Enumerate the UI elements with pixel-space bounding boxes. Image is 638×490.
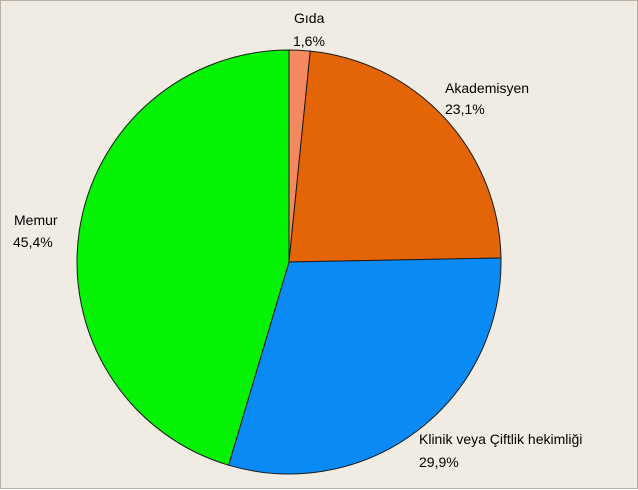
pie-slice-3 bbox=[227, 257, 502, 475]
label-akademisyen-value: 23,1% bbox=[445, 101, 485, 117]
pie-slice-2 bbox=[288, 50, 502, 263]
label-klinik-name: Klinik veya Çiftlik hekimliği bbox=[419, 431, 582, 447]
label-gida-name: Gıda bbox=[294, 10, 325, 26]
label-klinik-value: 29,9% bbox=[419, 454, 459, 470]
label-memur-value: 45,4% bbox=[13, 234, 53, 250]
label-akademisyen-name: Akademisyen bbox=[445, 80, 529, 96]
pie-slice-4 bbox=[76, 49, 290, 466]
label-gida-value: 1,6% bbox=[293, 33, 325, 49]
label-memur-name: Memur bbox=[14, 212, 58, 228]
